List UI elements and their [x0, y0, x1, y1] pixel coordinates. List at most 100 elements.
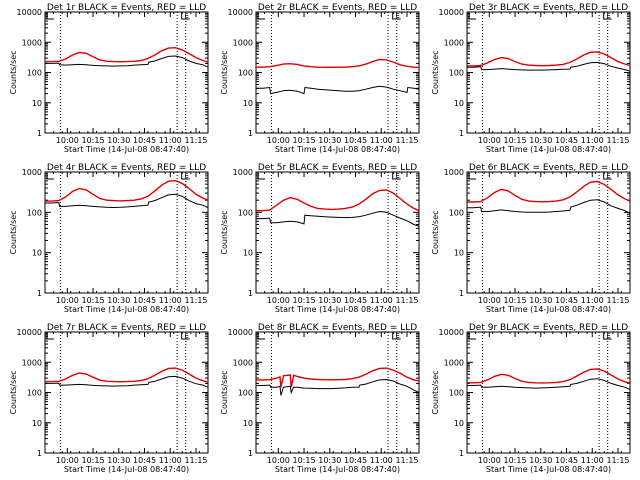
series-line-red: [467, 180, 631, 203]
x-tick-label: 11:00: [581, 136, 604, 145]
x-tick-label: 11:15: [395, 456, 418, 465]
x-tick-label: 10:30: [107, 296, 130, 305]
y-tick-label: 100: [238, 389, 253, 398]
series-line-red: [467, 51, 631, 67]
top-marker-bracket: [603, 332, 612, 340]
top-marker-label: E: [606, 12, 610, 20]
series-line-black: [256, 210, 420, 227]
panel-6: Det 6r BLACK = Events, RED = LLD 1 10 100 10…: [431, 163, 631, 314]
x-tick-label: 10:45: [555, 296, 578, 305]
y-tick-label: 100: [238, 208, 253, 217]
x-tick-label: 10:00: [267, 296, 290, 305]
x-axis-label: Start Time (14-Jul-08 08:47:40): [486, 305, 611, 314]
chart-title: Det 2r BLACK = Events, RED = LLD: [258, 3, 417, 13]
series-line-black: [256, 378, 420, 396]
y-tick-label: 1: [37, 129, 42, 138]
panel-7: Det 7r BLACK = Events, RED = LLD 1 10 100 10…: [9, 323, 209, 474]
x-tick-label: 11:00: [159, 456, 182, 465]
chart-title: Det 8r BLACK = Events, RED = LLD: [258, 323, 417, 333]
top-marker-bracket: [181, 172, 190, 180]
y-tick-label: 10: [32, 249, 42, 258]
top-marker-label: E: [606, 332, 610, 340]
x-axis-label: Start Time (14-Jul-08 08:47:40): [64, 145, 189, 154]
x-tick-label: 11:00: [159, 296, 182, 305]
x-axis-label: Start Time (14-Jul-08 08:47:40): [64, 305, 189, 314]
series-line-black: [467, 378, 631, 391]
start-marker-bracket: [257, 172, 265, 180]
y-tick-label: 10: [454, 99, 464, 108]
y-tick-label: 1000: [444, 358, 464, 367]
y-tick-label: 1000: [233, 168, 253, 177]
y-axis-label: Counts/sec: [220, 50, 229, 94]
x-tick-label: 11:00: [581, 456, 604, 465]
y-axis-label: Counts/sec: [9, 370, 18, 414]
series-line-red: [256, 58, 420, 69]
y-tick-label: 1000: [233, 358, 253, 367]
x-tick-label: 10:00: [478, 136, 501, 145]
series-line-black: [45, 193, 209, 209]
series-line-red: [45, 367, 209, 383]
x-tick-label: 11:15: [606, 296, 629, 305]
start-marker-bracket: [46, 332, 54, 340]
chart-title: Det 4r BLACK = Events, RED = LLD: [47, 163, 206, 173]
chart-title: Det 3r BLACK = Events, RED = LLD: [469, 3, 628, 13]
y-axis-label: Counts/sec: [431, 50, 440, 94]
x-tick-label: 10:15: [504, 296, 527, 305]
top-marker-bracket: [392, 332, 401, 340]
y-tick-label: 10: [243, 99, 253, 108]
y-axis-label: Counts/sec: [9, 210, 18, 254]
y-tick-label: 1: [248, 289, 253, 298]
top-marker-label: E: [606, 172, 610, 180]
x-tick-label: 10:45: [555, 456, 578, 465]
x-tick-label: 10:15: [293, 296, 316, 305]
series-line-red: [467, 368, 631, 384]
x-tick-label: 11:00: [581, 296, 604, 305]
x-tick-label: 10:45: [133, 456, 156, 465]
x-tick-label: 10:30: [107, 136, 130, 145]
x-axis-label: Start Time (14-Jul-08 08:47:40): [275, 465, 400, 474]
y-tick-label: 10000: [17, 328, 42, 337]
y-tick-label: 10: [454, 419, 464, 428]
panel-2: Det 2r BLACK = Events, RED = LLD 1 10 100 10…: [220, 3, 420, 154]
x-tick-label: 10:00: [267, 136, 290, 145]
x-tick-label: 10:00: [478, 296, 501, 305]
top-marker-label: E: [184, 12, 188, 20]
chart-title: Det 1r BLACK = Events, RED = LLD: [47, 3, 206, 13]
x-tick-label: 10:00: [267, 456, 290, 465]
y-tick-label: 100: [27, 389, 42, 398]
y-axis-label: Counts/sec: [431, 210, 440, 254]
top-marker-label: E: [184, 332, 188, 340]
series-line-black: [45, 375, 209, 388]
x-tick-label: 10:45: [344, 456, 367, 465]
top-marker-bracket: [392, 12, 401, 20]
y-tick-label: 10: [454, 249, 464, 258]
x-axis-label: Start Time (14-Jul-08 08:47:40): [275, 145, 400, 154]
series-line-red: [256, 189, 420, 212]
start-marker-bracket: [257, 332, 265, 340]
top-marker-label: E: [395, 332, 399, 340]
y-tick-label: 100: [449, 389, 464, 398]
panel-8: Det 8r BLACK = Events, RED = LLD 1 10 100 10…: [220, 323, 420, 474]
panel-1: Det 1r BLACK = Events, RED = LLD 1 10 100 10…: [9, 3, 209, 154]
x-tick-label: 10:00: [56, 456, 79, 465]
x-tick-label: 11:15: [606, 456, 629, 465]
y-tick-label: 10000: [17, 8, 42, 17]
start-marker-bracket: [468, 12, 476, 20]
y-tick-label: 100: [449, 69, 464, 78]
top-marker-bracket: [181, 332, 190, 340]
panel-4: Det 4r BLACK = Events, RED = LLD 1 10 100 10…: [9, 163, 209, 314]
y-tick-label: 100: [27, 208, 42, 217]
panel-5: Det 5r BLACK = Events, RED = LLD 1 10 100 10…: [220, 163, 420, 314]
x-tick-label: 11:00: [370, 136, 393, 145]
x-tick-label: 10:45: [344, 296, 367, 305]
x-tick-label: 10:30: [529, 296, 552, 305]
x-tick-label: 10:15: [293, 136, 316, 145]
y-tick-label: 10: [243, 419, 253, 428]
x-tick-label: 10:00: [478, 456, 501, 465]
x-tick-label: 10:30: [107, 456, 130, 465]
y-tick-label: 10000: [228, 328, 253, 337]
x-tick-label: 11:00: [370, 296, 393, 305]
top-marker-label: E: [395, 172, 399, 180]
x-tick-label: 10:30: [529, 136, 552, 145]
